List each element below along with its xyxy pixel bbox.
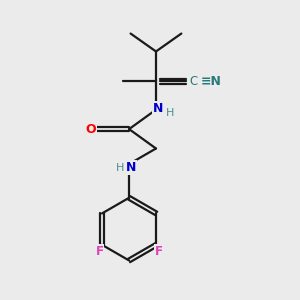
Text: H: H bbox=[166, 108, 175, 118]
Text: N: N bbox=[153, 102, 164, 115]
Text: H: H bbox=[116, 163, 124, 173]
Text: ≡N: ≡N bbox=[201, 75, 222, 88]
Text: F: F bbox=[154, 245, 163, 258]
Text: C: C bbox=[189, 75, 198, 88]
Text: O: O bbox=[85, 123, 96, 136]
Text: F: F bbox=[96, 245, 104, 258]
Text: N: N bbox=[125, 161, 136, 174]
